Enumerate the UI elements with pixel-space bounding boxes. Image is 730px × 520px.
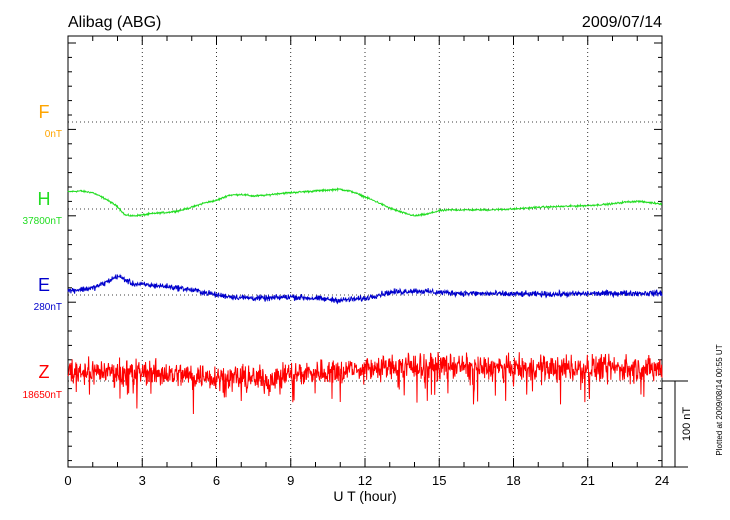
x-tick-label: 6	[213, 473, 220, 488]
x-tick-label: 0	[64, 473, 71, 488]
channel-baseline-e: 280nT	[34, 302, 62, 313]
baseline-gridlines	[67, 36, 663, 467]
chart-date: 2009/07/14	[582, 14, 662, 31]
trace-e	[67, 273, 663, 305]
channel-baseline-h: 37800nT	[23, 216, 62, 227]
x-tick-label: 15	[432, 473, 446, 488]
scale-bar-label: 100 nT	[681, 407, 693, 442]
x-axis-label: U T (hour)	[333, 488, 396, 504]
x-tick-label: 12	[358, 473, 372, 488]
trace-z	[67, 352, 663, 415]
channel-label-e: E	[38, 275, 50, 295]
x-tick-label: 18	[506, 473, 520, 488]
plotted-note: Plotted at 2009/08/14 00:55 UT	[715, 344, 724, 455]
channel-label-z: Z	[39, 362, 50, 382]
channel-labels: F 0nT H 37800nT E 280nT Z 18650nT	[23, 102, 62, 401]
channel-label-h: H	[38, 189, 51, 209]
x-tick-label: 24	[655, 473, 669, 488]
x-tick-label: 3	[139, 473, 146, 488]
x-tick-labels: 0 3 6 9 12 15 18 21 24	[64, 473, 669, 488]
chart-title: Alibag (ABG)	[68, 14, 161, 31]
trace-h	[67, 187, 663, 218]
channel-baseline-f: 0nT	[45, 129, 62, 140]
x-tick-label: 9	[287, 473, 294, 488]
x-tick-label: 21	[581, 473, 595, 488]
scale-bar: 100 nT	[662, 380, 693, 468]
channel-label-f: F	[39, 102, 50, 122]
channel-baseline-z: 18650nT	[23, 390, 62, 401]
traces	[67, 187, 663, 415]
